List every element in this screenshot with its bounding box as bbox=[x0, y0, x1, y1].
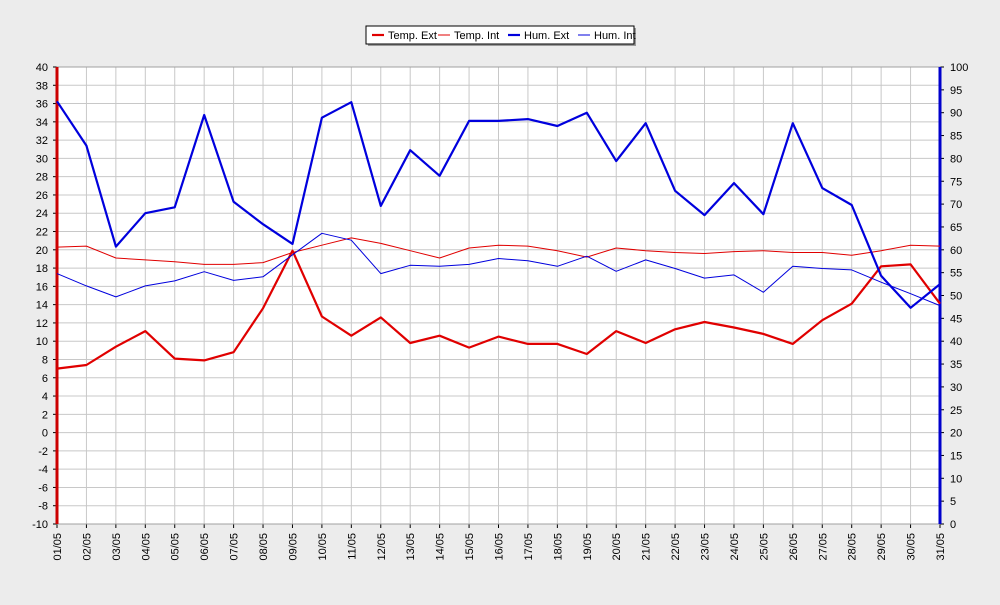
right-tick-label: 60 bbox=[950, 245, 962, 257]
left-tick-label: -8 bbox=[38, 501, 48, 513]
left-tick-label: 22 bbox=[36, 227, 48, 239]
x-tick-label: 17/05 bbox=[523, 533, 535, 561]
right-tick-label: 5 bbox=[950, 496, 956, 508]
x-tick-label: 10/05 bbox=[317, 533, 329, 561]
left-tick-label: 36 bbox=[36, 99, 48, 111]
x-tick-label: 21/05 bbox=[641, 533, 653, 561]
right-tick-label: 90 bbox=[950, 108, 962, 120]
x-tick-label: 24/05 bbox=[729, 533, 741, 561]
left-tick-label: 4 bbox=[42, 391, 48, 403]
right-tick-label: 100 bbox=[950, 62, 968, 74]
x-tick-label: 05/05 bbox=[170, 533, 182, 561]
left-tick-label: 38 bbox=[36, 80, 48, 92]
left-tick-label: 10 bbox=[36, 336, 48, 348]
x-tick-label: 09/05 bbox=[287, 533, 299, 561]
left-tick-label: 18 bbox=[36, 263, 48, 275]
series-line-hum-int bbox=[56, 232, 941, 307]
x-tick-label: 07/05 bbox=[229, 533, 241, 561]
left-tick-label: 12 bbox=[36, 318, 48, 330]
right-tick-label: 80 bbox=[950, 153, 962, 165]
right-tick-label: 85 bbox=[950, 131, 962, 143]
left-tick-label: 2 bbox=[42, 409, 48, 421]
right-tick-label: 25 bbox=[950, 405, 962, 417]
right-tick-label: 50 bbox=[950, 291, 962, 303]
series-line-hum-ext bbox=[56, 100, 941, 309]
right-tick-label: 10 bbox=[950, 473, 962, 485]
legend-label: Hum. Ext bbox=[524, 30, 569, 42]
right-tick-label: 15 bbox=[950, 450, 962, 462]
x-tick-label: 22/05 bbox=[670, 533, 682, 561]
series-group bbox=[56, 100, 941, 370]
legend: Temp. Ext Temp. Int Hum. Ext Hum. Int bbox=[365, 25, 636, 46]
x-tick-label: 27/05 bbox=[817, 533, 829, 561]
legend-box bbox=[365, 25, 635, 45]
left-tick-label: -10 bbox=[32, 519, 48, 531]
x-tick-label: 20/05 bbox=[611, 533, 623, 561]
series-line-temp-int bbox=[56, 237, 941, 265]
x-tick-label: 31/05 bbox=[935, 533, 947, 561]
left-tick-label: 26 bbox=[36, 190, 48, 202]
right-tick-label: 0 bbox=[950, 519, 956, 531]
right-tick-label: 75 bbox=[950, 176, 962, 188]
x-tick-label: 11/05 bbox=[346, 533, 358, 560]
right-tick-label: 45 bbox=[950, 313, 962, 325]
right-tick-label: 65 bbox=[950, 222, 962, 234]
series-line-temp-ext bbox=[56, 249, 941, 370]
grid bbox=[56, 66, 941, 525]
x-tick-label: 25/05 bbox=[758, 533, 770, 561]
x-tick-label: 30/05 bbox=[906, 533, 918, 561]
legend-label: Temp. Ext bbox=[388, 30, 437, 42]
x-tick-label: 16/05 bbox=[494, 533, 506, 561]
right-tick-label: 95 bbox=[950, 85, 962, 97]
x-tick-label: 12/05 bbox=[376, 533, 388, 561]
x-tick-label: 15/05 bbox=[464, 533, 476, 561]
x-tick-label: 14/05 bbox=[435, 533, 447, 561]
x-tick-label: 06/05 bbox=[199, 533, 211, 561]
right-tick-label: 70 bbox=[950, 199, 962, 211]
right-tick-label: 40 bbox=[950, 336, 962, 348]
x-tick-label: 02/05 bbox=[81, 533, 93, 561]
left-tick-label: -6 bbox=[38, 482, 48, 494]
left-tick-label: -2 bbox=[38, 446, 48, 458]
x-tick-label: 03/05 bbox=[111, 533, 123, 561]
legend-label: Hum. Int bbox=[594, 30, 636, 42]
x-tick-label: 08/05 bbox=[258, 533, 270, 561]
x-tick-label: 29/05 bbox=[876, 533, 888, 561]
left-tick-label: -4 bbox=[38, 464, 48, 476]
legend-label: Temp. Int bbox=[454, 30, 499, 42]
left-tick-label: 16 bbox=[36, 281, 48, 293]
axes: -10-8-6-4-202468101214161820222426283032… bbox=[32, 62, 968, 561]
left-tick-label: 20 bbox=[36, 245, 48, 257]
left-tick-label: 8 bbox=[42, 354, 48, 366]
x-tick-label: 19/05 bbox=[582, 533, 594, 561]
right-tick-label: 20 bbox=[950, 428, 962, 440]
left-tick-label: 40 bbox=[36, 62, 48, 74]
x-tick-label: 04/05 bbox=[140, 533, 152, 561]
x-tick-label: 23/05 bbox=[700, 533, 712, 561]
x-tick-label: 01/05 bbox=[52, 533, 64, 561]
left-tick-label: 32 bbox=[36, 135, 48, 147]
left-tick-label: 14 bbox=[36, 300, 48, 312]
left-tick-label: 34 bbox=[36, 117, 48, 129]
left-tick-label: 30 bbox=[36, 153, 48, 165]
left-tick-label: 6 bbox=[42, 373, 48, 385]
x-tick-label: 28/05 bbox=[847, 533, 859, 561]
x-tick-label: 13/05 bbox=[405, 533, 417, 561]
left-tick-label: 24 bbox=[36, 208, 48, 220]
right-tick-label: 30 bbox=[950, 382, 962, 394]
left-tick-label: 28 bbox=[36, 172, 48, 184]
x-tick-label: 18/05 bbox=[552, 533, 564, 561]
right-tick-label: 35 bbox=[950, 359, 962, 371]
x-tick-label: 26/05 bbox=[788, 533, 800, 561]
left-tick-label: 0 bbox=[42, 428, 48, 440]
right-tick-label: 55 bbox=[950, 268, 962, 280]
